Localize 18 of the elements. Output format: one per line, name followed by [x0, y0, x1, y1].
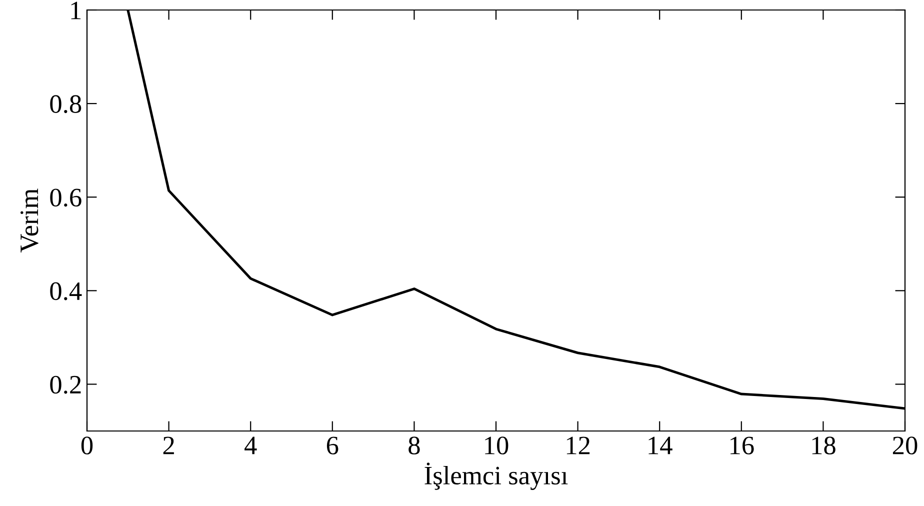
x-tick-label: 10	[485, 436, 508, 454]
x-tick-label: 18	[812, 436, 836, 454]
x-tick-label: 12	[566, 436, 590, 454]
x-tick-label: 14	[648, 436, 672, 454]
y-tick-label: 0.8	[50, 95, 82, 114]
y-tick-label: 1	[71, 2, 81, 20]
y-axis-title: Verim	[20, 188, 38, 252]
x-tick-label: 2	[163, 436, 174, 454]
x-tick-label: 8	[408, 436, 420, 454]
x-tick-label: 16	[730, 436, 754, 454]
x-tick-label: 6	[326, 436, 338, 454]
y-tick-label: 0.6	[50, 188, 82, 207]
y-tick-label: 0.2	[50, 376, 81, 394]
x-axis-title: İşlemci sayısı	[424, 462, 568, 490]
x-tick-label: 20	[892, 436, 918, 454]
y-tick-label: 0.4	[50, 282, 82, 300]
x-tick-label: 4	[244, 436, 257, 454]
x-tick-label: 0	[81, 436, 93, 454]
